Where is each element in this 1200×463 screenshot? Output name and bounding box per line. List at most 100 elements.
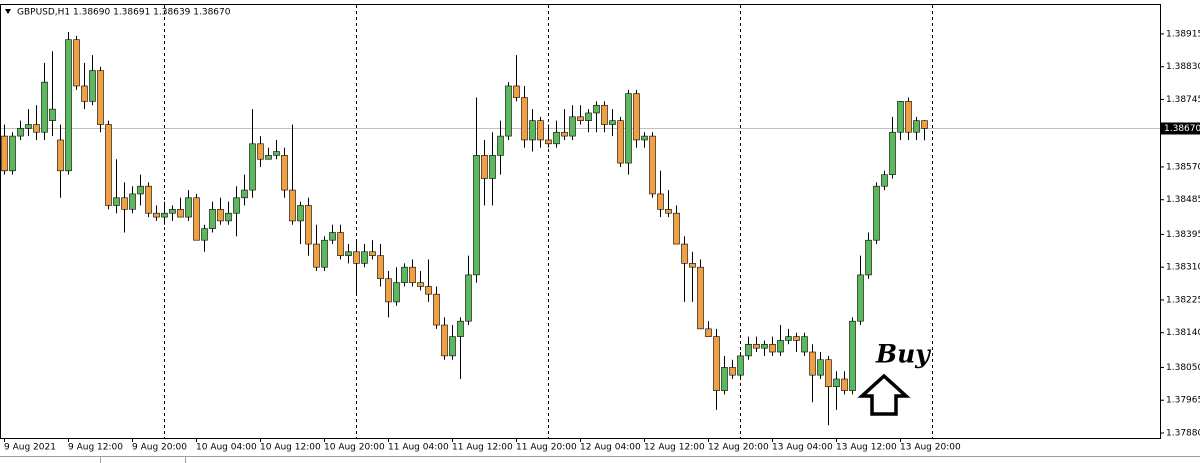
- candle-body: [113, 197, 120, 206]
- candle-body: [833, 378, 840, 388]
- candle-body: [33, 124, 40, 133]
- candle-body: [177, 209, 184, 218]
- y-tick-label: 1.38050: [1166, 363, 1200, 373]
- y-tick-label: 1.38830: [1166, 62, 1200, 72]
- candle-body: [137, 185, 144, 195]
- candle-body: [793, 336, 800, 341]
- candle-body: [897, 101, 904, 133]
- candle-body: [401, 266, 408, 283]
- candle-body: [633, 93, 640, 141]
- candle-body: [409, 266, 416, 283]
- x-tick-label: 12 Aug 20:00: [708, 443, 769, 453]
- candle-body: [97, 70, 104, 125]
- x-tick-label: 13 Aug 20:00: [900, 443, 961, 453]
- candle-body: [545, 139, 552, 145]
- x-tick-label: 13 Aug 04:00: [772, 443, 833, 453]
- chart-title: GBPUSD,H1 1.38690 1.38691 1.38639 1.3867…: [17, 8, 231, 18]
- candle-body: [921, 120, 928, 129]
- candle-body: [713, 336, 720, 391]
- candle-body: [49, 108, 56, 121]
- candle-body: [849, 320, 856, 391]
- candle-body: [601, 104, 608, 125]
- candle-body: [649, 135, 656, 195]
- candle-body: [9, 135, 16, 172]
- candle-body: [185, 197, 192, 218]
- candle-body: [809, 351, 816, 376]
- candle-body: [617, 120, 624, 164]
- candle-body: [569, 116, 576, 137]
- candle-body: [361, 251, 368, 264]
- candle-body: [753, 344, 760, 349]
- candle-body: [25, 124, 32, 129]
- x-tick-label: 10 Aug 04:00: [196, 443, 257, 453]
- y-tick-label: 1.38745: [1166, 95, 1200, 105]
- x-tick-label: 13 Aug 12:00: [836, 443, 897, 453]
- candle-body: [121, 197, 128, 210]
- candles: [1, 31, 928, 426]
- candle-body: [577, 116, 584, 121]
- candle-body: [737, 355, 744, 376]
- annotation: Buy: [875, 340, 931, 369]
- x-tick-label: 12 Aug 12:00: [644, 443, 705, 453]
- candle-body: [777, 340, 784, 353]
- candle-body: [201, 228, 208, 241]
- candle-body: [329, 232, 336, 241]
- candle-body: [905, 101, 912, 133]
- candle-body: [377, 255, 384, 280]
- candle-body: [81, 85, 88, 102]
- candle-body: [769, 344, 776, 353]
- candle-body: [553, 131, 560, 145]
- candle-body: [273, 151, 280, 156]
- x-tick-label: 12 Aug 04:00: [580, 443, 641, 453]
- candle-body: [57, 139, 64, 172]
- candle-body: [369, 251, 376, 256]
- plot-frame: [0, 4, 1161, 439]
- candle-body: [209, 209, 216, 229]
- candle-body: [817, 359, 824, 376]
- candle-body: [129, 193, 136, 210]
- y-tick-label: 1.38310: [1166, 263, 1200, 273]
- candle-body: [161, 212, 168, 218]
- candle-body: [105, 124, 112, 206]
- x-tick-label: 9 Aug 20:00: [132, 443, 187, 453]
- y-tick-label: 1.37965: [1166, 396, 1200, 406]
- candle-body: [681, 243, 688, 264]
- menu-triangle[interactable]: [5, 9, 11, 14]
- buy-arrow: [857, 373, 911, 416]
- candle-body: [89, 70, 96, 102]
- candle-body: [561, 131, 568, 137]
- x-tick-label: 9 Aug 12:00: [68, 443, 123, 453]
- candle-body: [537, 120, 544, 141]
- candle-body: [41, 81, 48, 133]
- y-tick-label: 1.38395: [1166, 230, 1200, 240]
- candle-body: [305, 205, 312, 245]
- candle-body: [585, 112, 592, 121]
- candle-body: [721, 367, 728, 391]
- candle-body: [889, 131, 896, 175]
- candle-body: [281, 155, 288, 191]
- candle-body: [529, 120, 536, 141]
- candle-body: [785, 336, 792, 341]
- candle-body: [505, 85, 512, 137]
- candle-body: [345, 251, 352, 256]
- candle-body: [625, 93, 632, 164]
- candle-body: [841, 378, 848, 391]
- candle-body: [337, 232, 344, 256]
- x-tick-label: 10 Aug 20:00: [324, 443, 385, 453]
- candle-body: [193, 197, 200, 241]
- candle-body: [761, 344, 768, 349]
- candle-body: [417, 282, 424, 287]
- candle-body: [289, 189, 296, 222]
- candle-body: [857, 274, 864, 322]
- candle-body: [745, 344, 752, 357]
- candle-body: [241, 189, 248, 199]
- candle-body: [265, 155, 272, 160]
- candle-body: [449, 336, 456, 357]
- candle-body: [873, 185, 880, 241]
- candle-body: [153, 212, 160, 218]
- candle-body: [593, 104, 600, 114]
- candle-body: [481, 155, 488, 179]
- candle-body: [865, 239, 872, 276]
- candle-body: [689, 263, 696, 268]
